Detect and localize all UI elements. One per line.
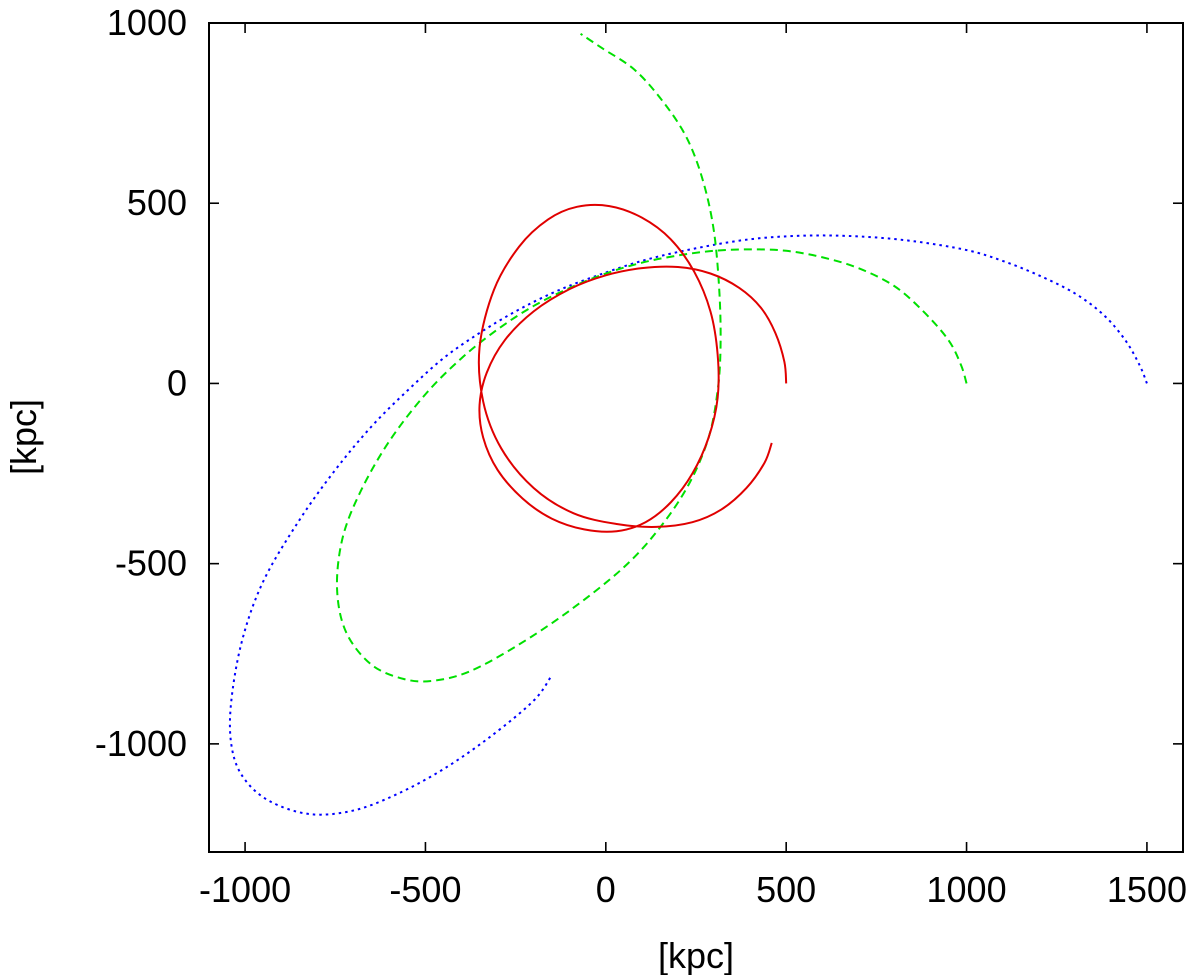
- orbit-line-solid: [477, 203, 788, 533]
- axis-ticks: [209, 22, 1183, 852]
- plot-frame: [208, 22, 1184, 853]
- x-tick-label: -500: [389, 869, 461, 910]
- x-tick-label: 1500: [1107, 869, 1187, 910]
- x-tick-label: 500: [756, 869, 816, 910]
- y-tick-label: 500: [127, 182, 187, 223]
- y-tick-label: -1000: [95, 723, 187, 764]
- axis-tick-labels: -1000 -500 0 500 1000 1500 -1000 -500 0 500 1000: [95, 2, 1187, 910]
- orbit-line-dotted: [228, 234, 1148, 816]
- x-tick-label: 0: [596, 869, 616, 910]
- x-tick-label: -1000: [199, 869, 291, 910]
- x-tick-label: 1000: [927, 869, 1007, 910]
- y-tick-label: 1000: [107, 2, 187, 43]
- y-axis-title: [kpc]: [3, 399, 44, 475]
- series-layer: [228, 32, 1148, 816]
- orbit-line-dashed: [335, 32, 968, 683]
- x-axis-title: [kpc]: [658, 935, 734, 975]
- y-tick-label: -500: [115, 543, 187, 584]
- y-tick-label: 0: [167, 362, 187, 403]
